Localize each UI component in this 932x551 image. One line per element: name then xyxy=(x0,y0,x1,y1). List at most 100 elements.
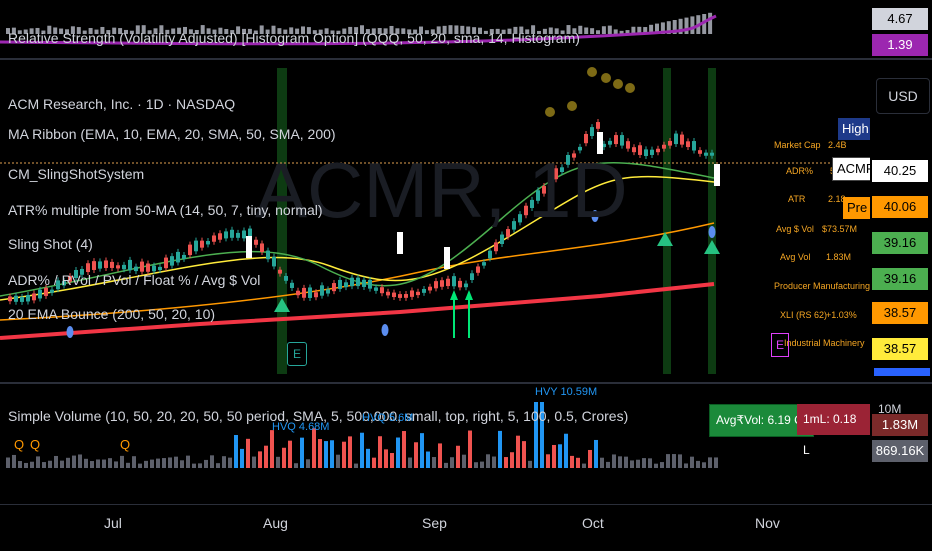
candle-body xyxy=(554,168,558,180)
rs-histogram-bar xyxy=(360,25,364,34)
candle-body xyxy=(62,281,66,286)
candle-body xyxy=(152,265,156,272)
rs-histogram-bar xyxy=(76,27,81,34)
volume-bar xyxy=(642,458,646,468)
volume-legend[interactable]: Simple Volume (10, 50, 20, 20, 50, 50 pe… xyxy=(8,408,629,424)
volume-bar xyxy=(330,440,334,468)
volume-bar xyxy=(204,459,208,468)
candle-body xyxy=(158,266,162,271)
candle-body xyxy=(644,149,648,156)
volume-bar xyxy=(666,454,670,468)
volume-bar xyxy=(264,445,268,468)
candle-body xyxy=(494,242,498,252)
candle-body xyxy=(584,133,588,144)
rs-pane[interactable]: Relative Strength (Volatility Adjusted) … xyxy=(0,0,870,58)
volume-bar xyxy=(498,430,502,468)
candle-body xyxy=(602,143,606,148)
price-axis[interactable]: USD 40.25 40.06 39.16 39.16 38.57 38.57 xyxy=(870,60,932,382)
volume-bar xyxy=(222,456,226,468)
rs-histogram-bar xyxy=(11,27,16,34)
earnings-marker[interactable]: E xyxy=(287,342,307,366)
price-pane[interactable]: ACMR, 1D ACM Research, Inc. · 1D · NASDA… xyxy=(0,60,881,382)
rs-histogram-bar xyxy=(525,29,530,34)
rs-histogram-bar xyxy=(442,25,447,34)
q-marker-3: Q xyxy=(120,437,131,452)
earnings-marker-upcoming[interactable]: E xyxy=(771,333,789,357)
rs-histogram-bar xyxy=(424,30,429,34)
volume-bar xyxy=(324,441,328,468)
volume-bar xyxy=(408,457,412,468)
stat-avg-vol-label: Avg Vol xyxy=(780,252,811,262)
volume-bar xyxy=(486,454,490,468)
sling-shot-legend[interactable]: Sling Shot (4) xyxy=(8,236,93,252)
rs-histogram-bar xyxy=(47,25,52,34)
currency-button[interactable]: USD xyxy=(876,78,930,114)
volume-bar xyxy=(120,455,124,468)
stat-avg-vol-value: 1.83M xyxy=(826,252,852,262)
adr-rvol-legend[interactable]: ADR% / RVol / PVol / Float % / Avg $ Vol xyxy=(8,272,261,288)
buy-triangle xyxy=(274,298,290,312)
volume-axis[interactable]: 10M 1.83M 869.16K xyxy=(870,384,932,504)
sell-signal-dot xyxy=(66,326,74,338)
volume-bar xyxy=(354,463,358,468)
rs-line xyxy=(0,14,717,46)
volume-bar xyxy=(312,428,316,468)
rs-indicator-legend[interactable]: Relative Strength (Volatility Adjusted) … xyxy=(8,30,580,46)
rs-histogram-bar xyxy=(460,25,465,34)
rs-histogram-bar xyxy=(365,29,370,34)
volume-bar xyxy=(12,454,16,468)
rs-histogram-bar xyxy=(513,26,518,34)
rs-histogram-bar xyxy=(672,20,677,34)
rs-histogram-bar xyxy=(395,28,400,34)
candle-body xyxy=(128,259,132,271)
volume-bar xyxy=(708,457,712,468)
ma-ribbon-legend[interactable]: MA Ribbon (EMA, 10, EMA, 20, SMA, 50, SM… xyxy=(8,126,336,142)
candle-body-highlight xyxy=(444,247,450,269)
candle-body xyxy=(656,148,660,153)
slingshot-dot xyxy=(613,79,623,89)
ml-box: 1mL: 0.18 L xyxy=(797,404,870,457)
pane-divider-volume[interactable] xyxy=(0,382,932,384)
volume-bar xyxy=(288,440,292,468)
rs-histogram-bar xyxy=(684,17,689,34)
industry-label: Industrial Machinery xyxy=(784,338,865,348)
candle-body xyxy=(530,199,534,208)
candle-body xyxy=(266,250,270,260)
premarket-label: Pre xyxy=(843,197,872,219)
signal-arrow-head xyxy=(465,290,473,300)
candle-body xyxy=(362,279,366,287)
rs-histogram-bar xyxy=(312,30,317,34)
rs-histogram-bar xyxy=(472,27,477,34)
rs-histogram-bar xyxy=(265,29,270,34)
candle-body xyxy=(518,214,522,223)
candle-body xyxy=(218,233,222,240)
ema-bounce-legend[interactable]: 20 EMA Bounce (200, 50, 20, 10) xyxy=(8,306,216,322)
candle-body xyxy=(620,135,624,146)
chart-title[interactable]: ACM Research, Inc. · 1D · NASDAQ xyxy=(8,96,236,112)
candle-body xyxy=(422,288,426,293)
candle-body xyxy=(512,221,516,230)
volume-bar xyxy=(480,461,484,468)
time-axis[interactable] xyxy=(0,504,932,551)
volume-bar xyxy=(564,433,568,468)
candle-body xyxy=(386,291,390,296)
volume-pane[interactable]: Simple Volume (10, 50, 20, 20, 50, 50 pe… xyxy=(0,384,870,504)
slingshot-system-legend[interactable]: CM_SlingShotSystem xyxy=(8,166,145,182)
volume-axis-10m: 10M xyxy=(878,402,902,416)
atr-multiple-legend[interactable]: ATR% multiple from 50-MA (14, 50, 7, tin… xyxy=(8,202,323,218)
rs-histogram-bar xyxy=(413,29,418,34)
rs-histogram-bar xyxy=(519,26,524,34)
price-label-sma200: 38.57 xyxy=(872,338,928,360)
rs-price-axis[interactable]: 4.67 1.39 xyxy=(870,0,932,58)
candle-body xyxy=(350,277,354,287)
volume-bar xyxy=(540,402,544,468)
price-chart xyxy=(0,67,870,374)
volume-bar xyxy=(96,459,100,468)
q-marker-2: Q xyxy=(30,437,41,452)
pane-divider[interactable] xyxy=(0,58,932,60)
rs-histogram-bar xyxy=(295,28,300,34)
volume-bar xyxy=(132,456,136,468)
candle-body xyxy=(566,154,570,165)
volume-bar xyxy=(426,451,430,468)
candle-body xyxy=(650,149,654,155)
